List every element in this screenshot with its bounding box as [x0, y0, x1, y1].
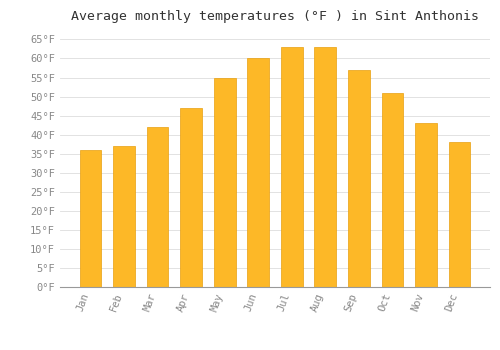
Bar — [415, 123, 437, 287]
Title: Average monthly temperatures (°F ) in Sint Anthonis: Average monthly temperatures (°F ) in Si… — [71, 10, 479, 23]
Bar — [146, 127, 169, 287]
Bar — [80, 150, 102, 287]
Bar — [281, 47, 302, 287]
Bar — [248, 58, 269, 287]
Bar — [214, 77, 236, 287]
Bar — [180, 108, 202, 287]
Bar — [448, 142, 470, 287]
Bar — [314, 47, 336, 287]
Bar — [382, 93, 404, 287]
Bar — [113, 146, 135, 287]
Bar — [348, 70, 370, 287]
